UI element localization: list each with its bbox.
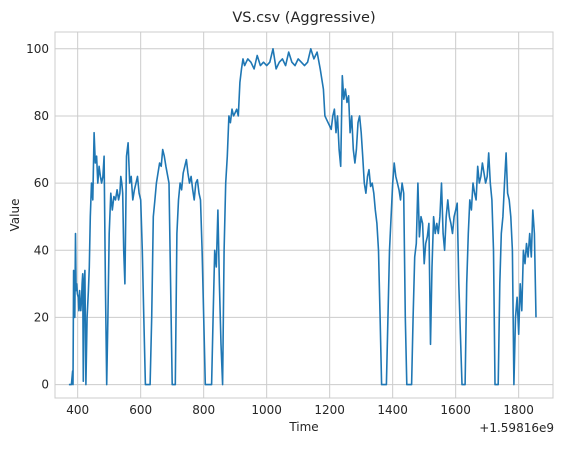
x-tick-label: 400 xyxy=(66,403,89,417)
plot-frame xyxy=(54,31,554,399)
series-layer xyxy=(68,47,537,386)
y-tick-label: 100 xyxy=(26,42,49,56)
x-tick-label: 800 xyxy=(192,403,215,417)
x-offset-label: +1.59816e9 xyxy=(479,421,554,435)
tick-label-layer: 400 600 800 1000 1200 1400 1600 1800 0 20 40 60 80 10… xyxy=(26,42,534,417)
x-axis-label: Time xyxy=(288,420,318,434)
series-line-vs xyxy=(68,47,537,386)
x-tick-label: 600 xyxy=(129,403,152,417)
chart-title: VS.csv (Aggressive) xyxy=(232,10,375,26)
x-tick-label: 1600 xyxy=(440,403,471,417)
x-tick-label: 1200 xyxy=(314,403,345,417)
y-tick-label: 60 xyxy=(34,176,49,190)
y-tick-label: 40 xyxy=(34,243,49,257)
y-axis-label: Value xyxy=(8,199,22,232)
y-tick-label: 0 xyxy=(41,378,49,392)
x-tick-label: 1400 xyxy=(377,403,408,417)
x-tick-label: 1000 xyxy=(251,403,282,417)
x-tick-label: 1800 xyxy=(503,403,534,417)
y-tick-label: 20 xyxy=(34,310,49,324)
y-tick-label: 80 xyxy=(34,109,49,123)
